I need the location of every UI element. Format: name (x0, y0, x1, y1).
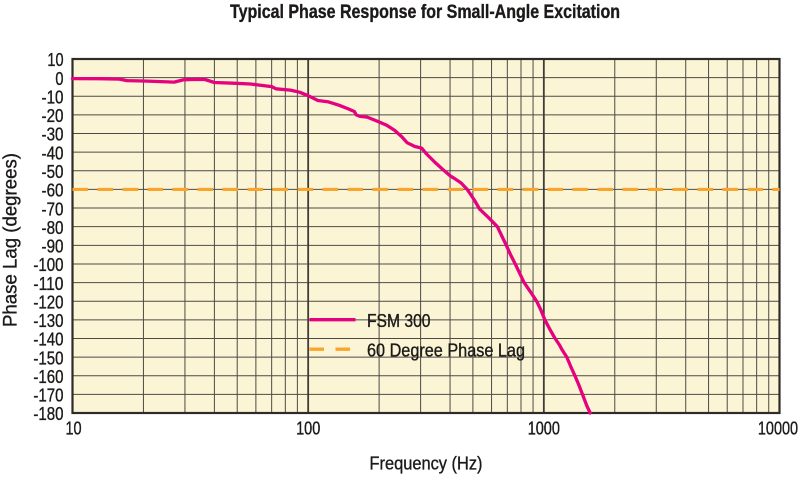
svg-text:-90: -90 (42, 237, 64, 257)
svg-text:100: 100 (296, 418, 320, 438)
svg-text:10000: 10000 (758, 418, 798, 438)
svg-text:-130: -130 (33, 311, 63, 331)
svg-text:Frequency (Hz): Frequency (Hz) (370, 454, 483, 474)
svg-text:-70: -70 (42, 199, 64, 219)
svg-text:-100: -100 (33, 255, 63, 275)
svg-text:-60: -60 (42, 181, 64, 201)
svg-text:-160: -160 (33, 367, 63, 387)
svg-text:FSM 300: FSM 300 (367, 311, 431, 331)
svg-text:-40: -40 (42, 143, 64, 163)
svg-text:-50: -50 (42, 162, 64, 182)
svg-text:-180: -180 (33, 404, 63, 424)
svg-text:60 Degree Phase Lag: 60 Degree Phase Lag (367, 340, 525, 360)
svg-text:-20: -20 (42, 106, 64, 126)
svg-text:-140: -140 (33, 330, 63, 350)
svg-text:Phase Lag (degrees): Phase Lag (degrees) (0, 153, 22, 327)
svg-text:-150: -150 (33, 348, 63, 368)
svg-text:-30: -30 (42, 125, 64, 145)
svg-text:1000: 1000 (528, 418, 560, 438)
svg-text:10: 10 (65, 418, 81, 438)
svg-text:-10: -10 (42, 88, 64, 108)
svg-text:-110: -110 (33, 274, 63, 294)
svg-text:Typical Phase Response for Sma: Typical Phase Response for Small-Angle E… (230, 2, 620, 23)
svg-text:10: 10 (47, 50, 63, 70)
svg-text:0: 0 (55, 69, 63, 89)
svg-text:-120: -120 (33, 292, 63, 312)
svg-text:-80: -80 (42, 218, 64, 238)
svg-text:-170: -170 (33, 386, 63, 406)
